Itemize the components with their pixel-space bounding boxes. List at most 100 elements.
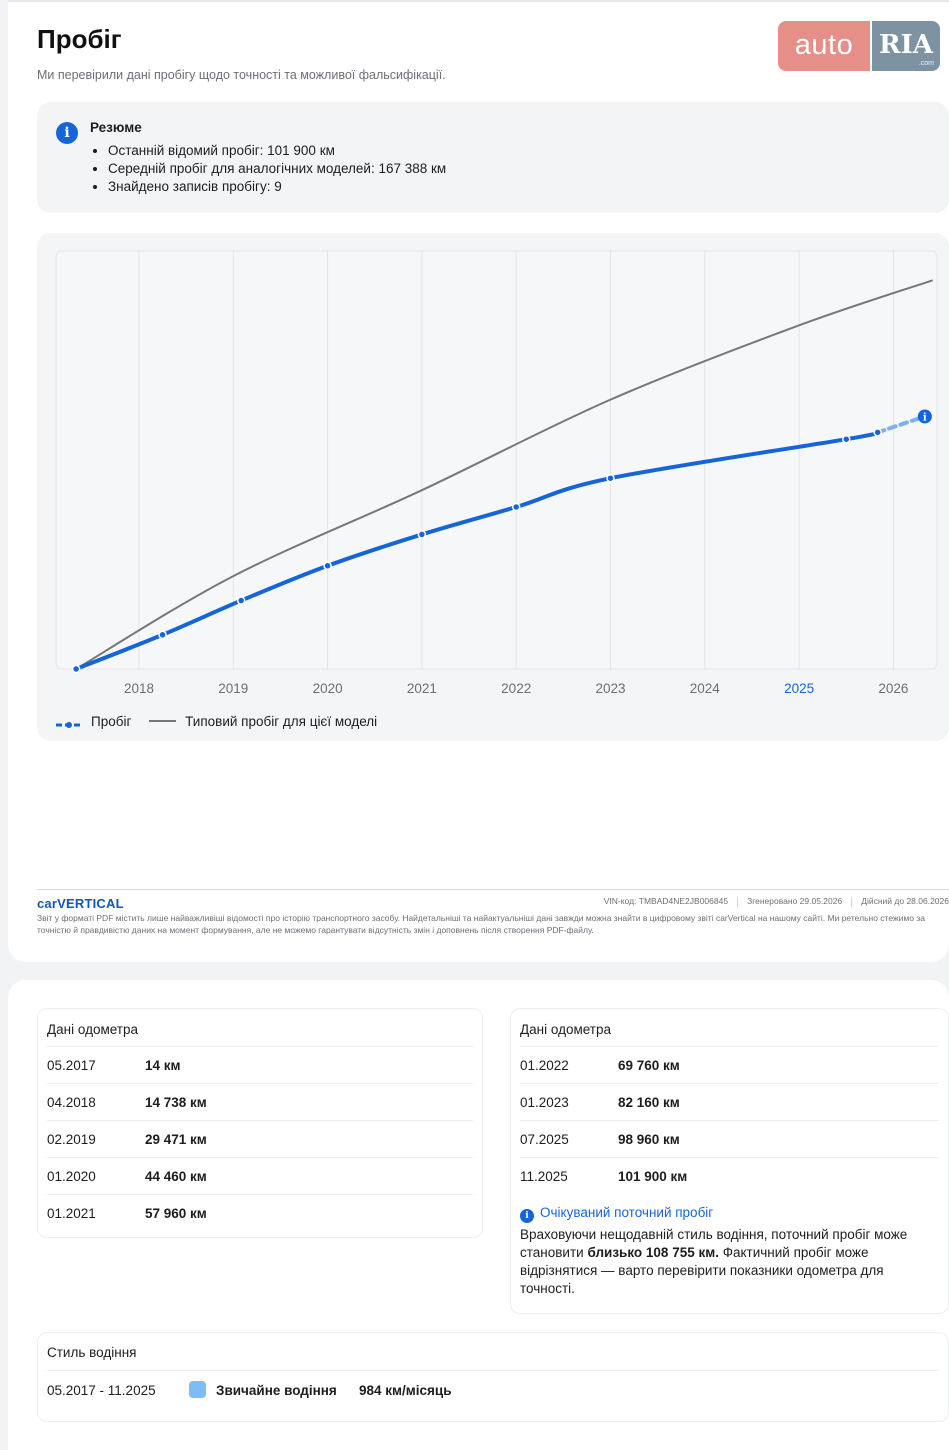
mileage-point <box>71 664 81 674</box>
carvertical-logo: carVERTICAL <box>37 896 124 911</box>
summary-title: Резюме <box>90 120 142 135</box>
driving-style-period: 05.2017 - 11.2025 <box>47 1383 156 1398</box>
odometer-rows-left: 05.2017 14 км 04.2018 14 738 км 02.2019 29 … <box>47 1046 473 1231</box>
chart-legend: Пробіг Типовий пробіг для цієї моделі <box>55 713 377 729</box>
row-date: 02.2019 <box>47 1132 96 1147</box>
table-row: 01.2023 82 160 км <box>520 1083 939 1120</box>
row-date: 11.2025 <box>520 1169 568 1184</box>
odometer-page: Дані одометра 05.2017 14 км 04.2018 14 738… <box>8 980 949 1450</box>
summary-list: Останній відомий пробіг: 101 900 км Сере… <box>108 142 446 196</box>
x-tick-label: 2025 <box>784 681 814 696</box>
info-icon: i <box>56 122 78 144</box>
mileage-page: Пробіг Ми перевірили дані пробігу щодо т… <box>8 0 949 962</box>
mileage-point <box>606 473 615 483</box>
table-row: 04.2018 14 738 км <box>47 1083 473 1120</box>
table-row: 01.2021 57 960 км <box>47 1194 473 1231</box>
table-row: 07.2025 98 960 км <box>520 1120 939 1157</box>
driving-style-rate: 984 км/місяць <box>359 1383 452 1398</box>
driving-style-card: Стиль водіння 05.2017 - 11.2025 Звичайне… <box>37 1332 949 1422</box>
vin-code: VIN-код: TMBAD4NE2JB006845 <box>603 896 729 906</box>
row-date: 04.2018 <box>47 1095 96 1110</box>
expected-mileage-title: i Очікуваний поточний пробіг <box>520 1205 713 1223</box>
logo-ria: RIA .com <box>872 21 940 71</box>
plot-area <box>55 250 938 670</box>
x-tick-label: 2026 <box>878 681 908 696</box>
report-meta: VIN-код: TMBAD4NE2JB006845 Згенеровано 29… <box>604 896 949 907</box>
chart-svg: 2018 2019 2020 2021 2022 2023 2024 2025 2026 i <box>55 250 938 696</box>
table-row: 05.2017 14 км <box>47 1046 473 1083</box>
row-value: 44 460 км <box>145 1169 207 1184</box>
odometer-title-right: Дані одометра <box>520 1022 611 1037</box>
mileage-line <box>74 430 880 671</box>
row-value: 69 760 км <box>618 1058 680 1073</box>
table-row: 11.2025 101 900 км <box>520 1157 939 1194</box>
x-tick-label: 2022 <box>501 681 531 696</box>
mileage-chart: 2018 2019 2020 2021 2022 2023 2024 2025 2026 i Пр… <box>37 233 949 741</box>
row-date: 01.2022 <box>520 1058 569 1073</box>
row-value: 98 960 км <box>618 1132 680 1147</box>
row-date: 01.2020 <box>47 1169 96 1184</box>
mileage-point <box>158 630 167 640</box>
projected-mileage-line <box>875 414 927 435</box>
expected-text-part-1: Враховуючи нещодавній стиль водіння, пот… <box>520 1227 908 1260</box>
row-date: 05.2017 <box>47 1058 96 1073</box>
expected-text-bold: близько 108 755 км. <box>587 1245 719 1260</box>
page-title: Пробіг <box>37 24 122 54</box>
summary-item-last-mileage: Останній відомий пробіг: 101 900 км <box>108 142 446 160</box>
info-icon: i <box>520 1209 534 1223</box>
x-tick-label: 2021 <box>407 681 437 696</box>
row-value: 82 160 км <box>618 1095 680 1110</box>
valid-until: Дійсний до 28.06.2026 <box>861 896 949 906</box>
logo-ria-text: RIA <box>879 30 933 60</box>
legend-mileage-swatch <box>55 717 83 729</box>
legend-typical-swatch <box>149 720 177 723</box>
x-tick-label: 2019 <box>218 681 248 696</box>
table-row: 02.2019 29 471 км <box>47 1120 473 1157</box>
odometer-title-left: Дані одометра <box>47 1022 138 1037</box>
mileage-point <box>842 434 851 444</box>
mileage-point <box>873 428 882 437</box>
mileage-point <box>417 530 427 539</box>
typical-mileage-line <box>75 279 934 670</box>
generated-date: Згенеровано 29.05.2026 <box>747 896 843 906</box>
summary-item-average-mileage: Середній пробіг для аналогічних моделей:… <box>108 160 446 178</box>
summary-box: i Резюме Останній відомий пробіг: 101 90… <box>37 102 949 213</box>
odometer-rows-right: 01.2022 69 760 км 01.2023 82 160 км 07.202… <box>520 1046 939 1194</box>
table-row: 01.2022 69 760 км <box>520 1046 939 1083</box>
projected-info-icon: i <box>923 412 927 423</box>
x-tick-label: 2018 <box>124 681 154 696</box>
page-subtitle: Ми перевірили дані пробігу щодо точності… <box>37 68 446 82</box>
row-value: 14 738 км <box>145 1095 207 1110</box>
disclaimer-text: Звіт у форматі PDF містить лише найважли… <box>37 913 925 935</box>
driving-style-type: Звичайне водіння <box>216 1383 337 1398</box>
legend-typical-label: Типовий пробіг для цієї моделі <box>185 713 378 729</box>
projected-mileage-point <box>917 409 932 424</box>
mileage-point <box>511 502 521 512</box>
driving-style-row: 05.2017 - 11.2025 Звичайне водіння 984 к… <box>47 1370 939 1408</box>
legend-mileage-label: Пробіг <box>91 713 132 729</box>
x-tick-label: 2024 <box>690 681 721 696</box>
x-tick-label: 2023 <box>595 681 625 696</box>
summary-item-records-count: Знайдено записів пробігу: 9 <box>108 178 446 196</box>
driving-style-swatch <box>189 1381 206 1398</box>
row-value: 14 км <box>145 1058 181 1073</box>
expected-title-text: Очікуваний поточний пробіг <box>540 1205 714 1220</box>
logo-com: .com <box>918 60 934 67</box>
mileage-point <box>323 561 332 571</box>
row-date: 01.2021 <box>47 1206 96 1221</box>
driving-style-title: Стиль водіння <box>47 1345 137 1360</box>
row-date: 07.2025 <box>520 1132 569 1147</box>
expected-mileage-text: Враховуючи нещодавній стиль водіння, пот… <box>520 1226 935 1298</box>
row-value: 29 471 км <box>145 1132 207 1147</box>
expected-text-part-2: Фактичний пробіг може відрізнятися — вар… <box>520 1245 884 1296</box>
odometer-card-left: Дані одометра 05.2017 14 км 04.2018 14 738… <box>37 1008 483 1238</box>
mileage-point <box>236 596 246 605</box>
autoria-logo: auto RIA .com <box>778 21 940 71</box>
report-footer: carVERTICAL VIN-код: TMBAD4NE2JB006845 Зг… <box>37 889 949 935</box>
x-tick-label: 2020 <box>313 681 343 696</box>
logo-auto: auto <box>778 21 870 71</box>
row-value: 101 900 км <box>618 1169 688 1184</box>
odometer-card-right: Дані одометра 01.2022 69 760 км 01.2023 82… <box>510 1008 949 1314</box>
row-value: 57 960 км <box>145 1206 207 1221</box>
row-date: 01.2023 <box>520 1095 569 1110</box>
